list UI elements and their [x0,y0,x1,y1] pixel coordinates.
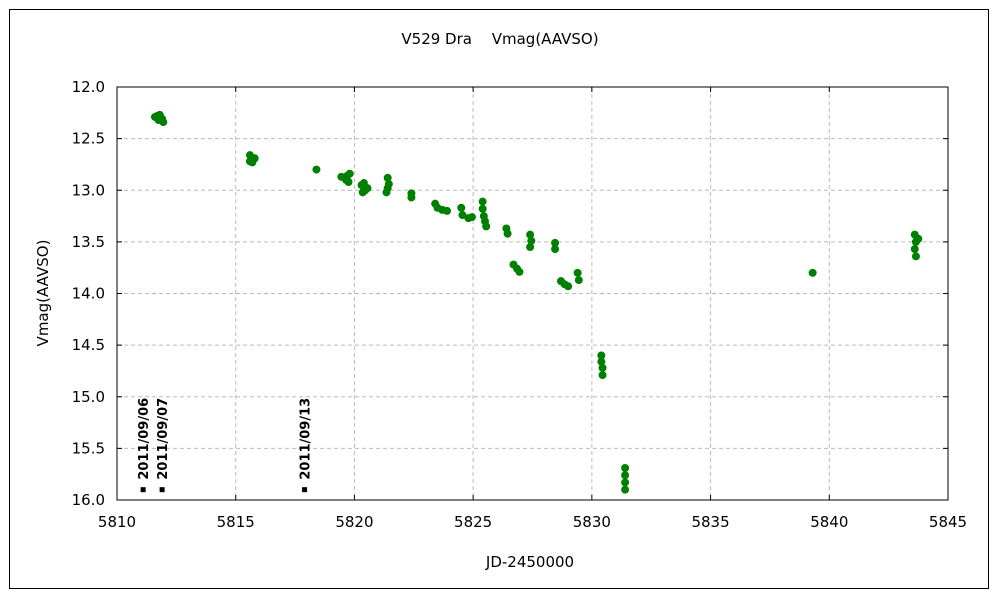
data-point [910,245,919,254]
data-point [478,197,487,206]
data-point [808,268,817,277]
y-tick-label: 15.0 [72,388,105,406]
x-tick-label: 5840 [810,513,848,531]
x-tick-label: 5825 [454,513,492,531]
data-point [478,204,487,213]
data-point [467,213,476,222]
data-point [526,230,535,239]
data-point [443,206,452,215]
y-tick-label: 16.0 [72,491,105,509]
x-tick-label: 5820 [335,513,373,531]
data-point [457,203,466,212]
data-point [527,236,536,245]
data-point [914,234,923,243]
annotation-marker [302,487,308,493]
data-point [342,175,351,184]
data-point [621,471,630,480]
data-point [564,282,573,291]
plot-area [116,86,949,501]
y-tick-label: 14.5 [72,336,105,354]
data-point [551,238,560,247]
data-point [598,371,607,380]
data-point [621,478,630,487]
x-tick-label: 5830 [573,513,611,531]
x-tick-label: 5845 [929,513,967,531]
x-tick-label: 5815 [217,513,255,531]
x-tick-label: 5835 [691,513,729,531]
chart-frame [9,9,989,589]
data-point [345,169,354,178]
data-point [383,173,392,182]
data-point [597,357,606,366]
y-tick-label: 12.5 [72,130,105,148]
data-point [245,157,254,166]
data-point [154,116,163,125]
y-tick-label: 13.0 [72,181,105,199]
data-point [598,363,607,372]
annotation-marker [140,487,146,493]
y-tick-label: 12.0 [72,78,105,96]
data-point [574,276,583,285]
data-point [482,222,491,231]
data-point [551,245,560,254]
data-point [526,243,535,252]
x-axis-label: JD-2450000 [485,553,574,571]
data-point [515,267,524,276]
x-tick-label: 5810 [98,513,136,531]
annotation-label: 2011/09/06 [137,398,152,480]
annotation-marker [159,487,165,493]
y-tick-label: 13.5 [72,233,105,251]
data-point [621,485,630,494]
data-point [458,211,467,220]
data-point [407,193,416,202]
data-point [621,463,630,472]
data-point [312,165,321,174]
annotation-label: 2011/09/07 [156,398,171,480]
data-point [382,188,391,197]
data-point [911,252,920,261]
annotation-label: 2011/09/13 [299,398,314,480]
data-point [358,188,367,197]
data-point [573,268,582,277]
y-tick-label: 14.0 [72,285,105,303]
y-tick-label: 15.5 [72,439,105,457]
data-point [597,351,606,360]
y-axis-label: Vmag(AAVSO) [34,240,52,347]
data-point [503,229,512,238]
chart-title: V529 Dra Vmag(AAVSO) [401,30,598,48]
